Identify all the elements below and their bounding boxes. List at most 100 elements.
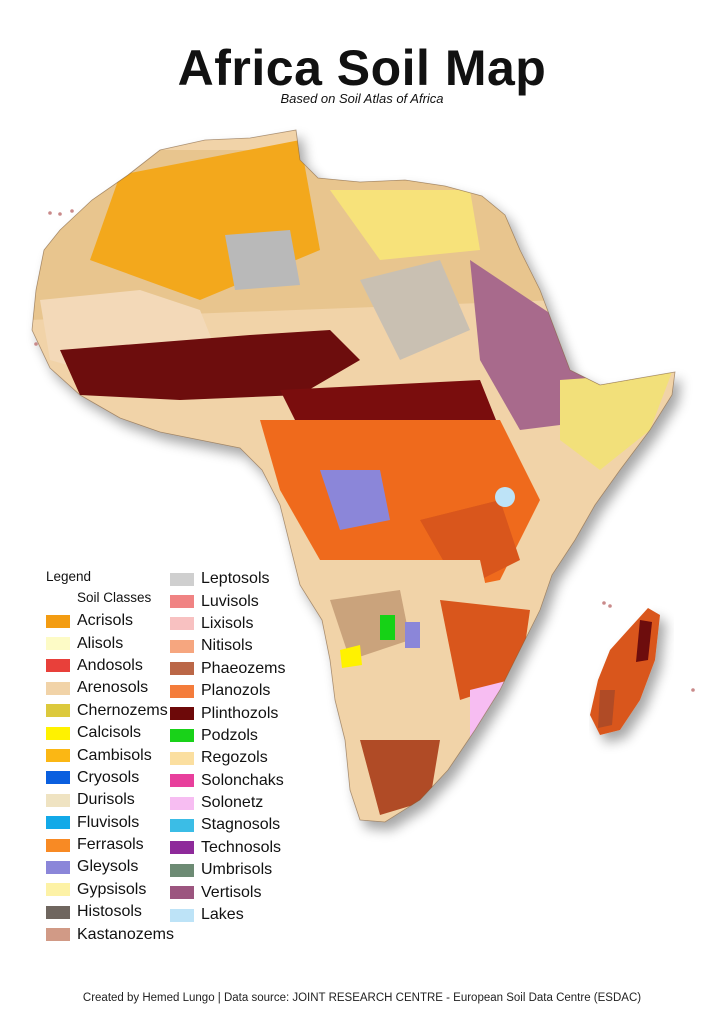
legend-item: Arenosols <box>46 677 174 699</box>
legend-label: Technosols <box>201 838 282 856</box>
legend-label: Plinthozols <box>201 704 279 722</box>
legend-label: Andosols <box>77 656 143 674</box>
legend-swatch <box>46 681 70 695</box>
legend-swatch <box>170 595 194 609</box>
legend-item: Solonchaks <box>170 770 286 792</box>
legend-label: Kastanozems <box>77 925 174 943</box>
legend-swatch <box>46 614 70 628</box>
legend-item: Kastanozems <box>46 923 174 945</box>
legend-item: Nitisols <box>170 635 286 657</box>
legend-label: Solonchaks <box>201 771 284 789</box>
legend-label: Gleysols <box>77 858 139 876</box>
legend-swatch <box>46 659 70 673</box>
legend-swatch <box>170 796 194 810</box>
legend-item: Calcisols <box>46 722 174 744</box>
legend-swatch <box>46 860 70 874</box>
legend-swatch <box>46 704 70 718</box>
legend-swatch <box>46 905 70 919</box>
legend-swatch <box>170 707 194 721</box>
legend-item: Lakes <box>170 904 286 926</box>
legend-swatch <box>46 726 70 740</box>
legend-label: Lakes <box>201 906 244 924</box>
legend-label: Fluvisols <box>77 813 140 831</box>
legend-label: Acrisols <box>77 612 134 630</box>
legend-label: Lixisols <box>201 614 254 632</box>
legend-item: Phaeozems <box>170 658 286 680</box>
legend-label: Ferrasols <box>77 836 144 854</box>
legend-item: Regozols <box>170 747 286 769</box>
legend-item: Gleysols <box>46 856 174 878</box>
legend-item: Fluvisols <box>46 812 174 834</box>
legend-item: Gypsisols <box>46 879 174 901</box>
legend-item: Luvisols <box>170 590 286 612</box>
legend-item: Umbrisols <box>170 859 286 881</box>
legend-swatch <box>46 816 70 830</box>
legend-swatch <box>46 749 70 763</box>
legend-label: Calcisols <box>77 724 142 742</box>
legend-label: Stagnosols <box>201 816 281 834</box>
legend-swatch <box>170 639 194 653</box>
legend-swatch <box>46 838 70 852</box>
legend-swatch <box>170 684 194 698</box>
legend-label: Histosols <box>77 903 142 921</box>
legend-label: Leptosols <box>201 570 270 588</box>
legend-swatch <box>170 818 194 832</box>
legend-swatch <box>170 751 194 765</box>
legend-item: Alisols <box>46 632 174 654</box>
credits-footer: Created by Hemed Lungo | Data source: JO… <box>82 992 642 1004</box>
legend-swatch <box>170 662 194 676</box>
legend-swatch <box>170 729 194 743</box>
map-subtitle: Based on Soil Atlas of Africa <box>280 91 444 106</box>
legend-swatch <box>170 572 194 586</box>
legend-item: Vertisols <box>170 881 286 903</box>
legend-swatch <box>170 863 194 877</box>
legend-swatch <box>170 774 194 788</box>
legend-label: Nitisols <box>201 637 253 655</box>
legend-label: Regozols <box>201 749 268 767</box>
legend-item: Histosols <box>46 901 174 923</box>
map-title: Africa Soil Map <box>177 40 547 96</box>
legend-item: Podzols <box>170 725 286 747</box>
legend-label: Phaeozems <box>201 659 286 677</box>
legend-item: Cambisols <box>46 744 174 766</box>
legend-swatch <box>46 793 70 807</box>
legend-item: Leptosols <box>170 568 286 590</box>
legend-item: Durisols <box>46 789 174 811</box>
legend-label: Gypsisols <box>77 880 147 898</box>
legend-label: Luvisols <box>201 592 259 610</box>
legend-item: Lixisols <box>170 613 286 635</box>
legend-swatch <box>46 637 70 651</box>
legend-item: Cryosols <box>46 767 174 789</box>
legend-item: Technosols <box>170 837 286 859</box>
legend-item: Acrisols <box>46 610 174 632</box>
legend-column-1: Acrisols Alisols Andosols Arenosols Chernoze… <box>46 610 174 946</box>
legend-label: Umbrisols <box>201 861 273 879</box>
legend-heading: Legend <box>46 569 92 584</box>
legend-label: Alisols <box>77 634 124 652</box>
legend-swatch <box>170 908 194 922</box>
legend-item: Planozols <box>170 680 286 702</box>
legend-label: Podzols <box>201 726 258 744</box>
legend-item: Chernozems <box>46 700 174 722</box>
legend-label: Durisols <box>77 791 135 809</box>
legend-label: Cryosols <box>77 768 140 786</box>
legend-item: Plinthozols <box>170 702 286 724</box>
legend-item: Solonetz <box>170 792 286 814</box>
legend-swatch <box>170 617 194 631</box>
legend-swatch <box>46 928 70 942</box>
legend-label: Solonetz <box>201 794 264 812</box>
legend-swatch <box>170 886 194 900</box>
legend-item: Ferrasols <box>46 834 174 856</box>
legend-subheading: Soil Classes <box>77 590 152 605</box>
legend-swatch <box>170 841 194 855</box>
legend-label: Planozols <box>201 682 271 700</box>
legend-column-2: Leptosols Luvisols Lixisols Nitisols Phaeoze… <box>170 568 286 926</box>
legend-swatch <box>46 771 70 785</box>
legend-label: Cambisols <box>77 746 152 764</box>
legend-label: Chernozems <box>77 701 168 719</box>
legend-label: Arenosols <box>77 679 149 697</box>
legend-label: Vertisols <box>201 883 262 901</box>
legend-swatch <box>46 883 70 897</box>
